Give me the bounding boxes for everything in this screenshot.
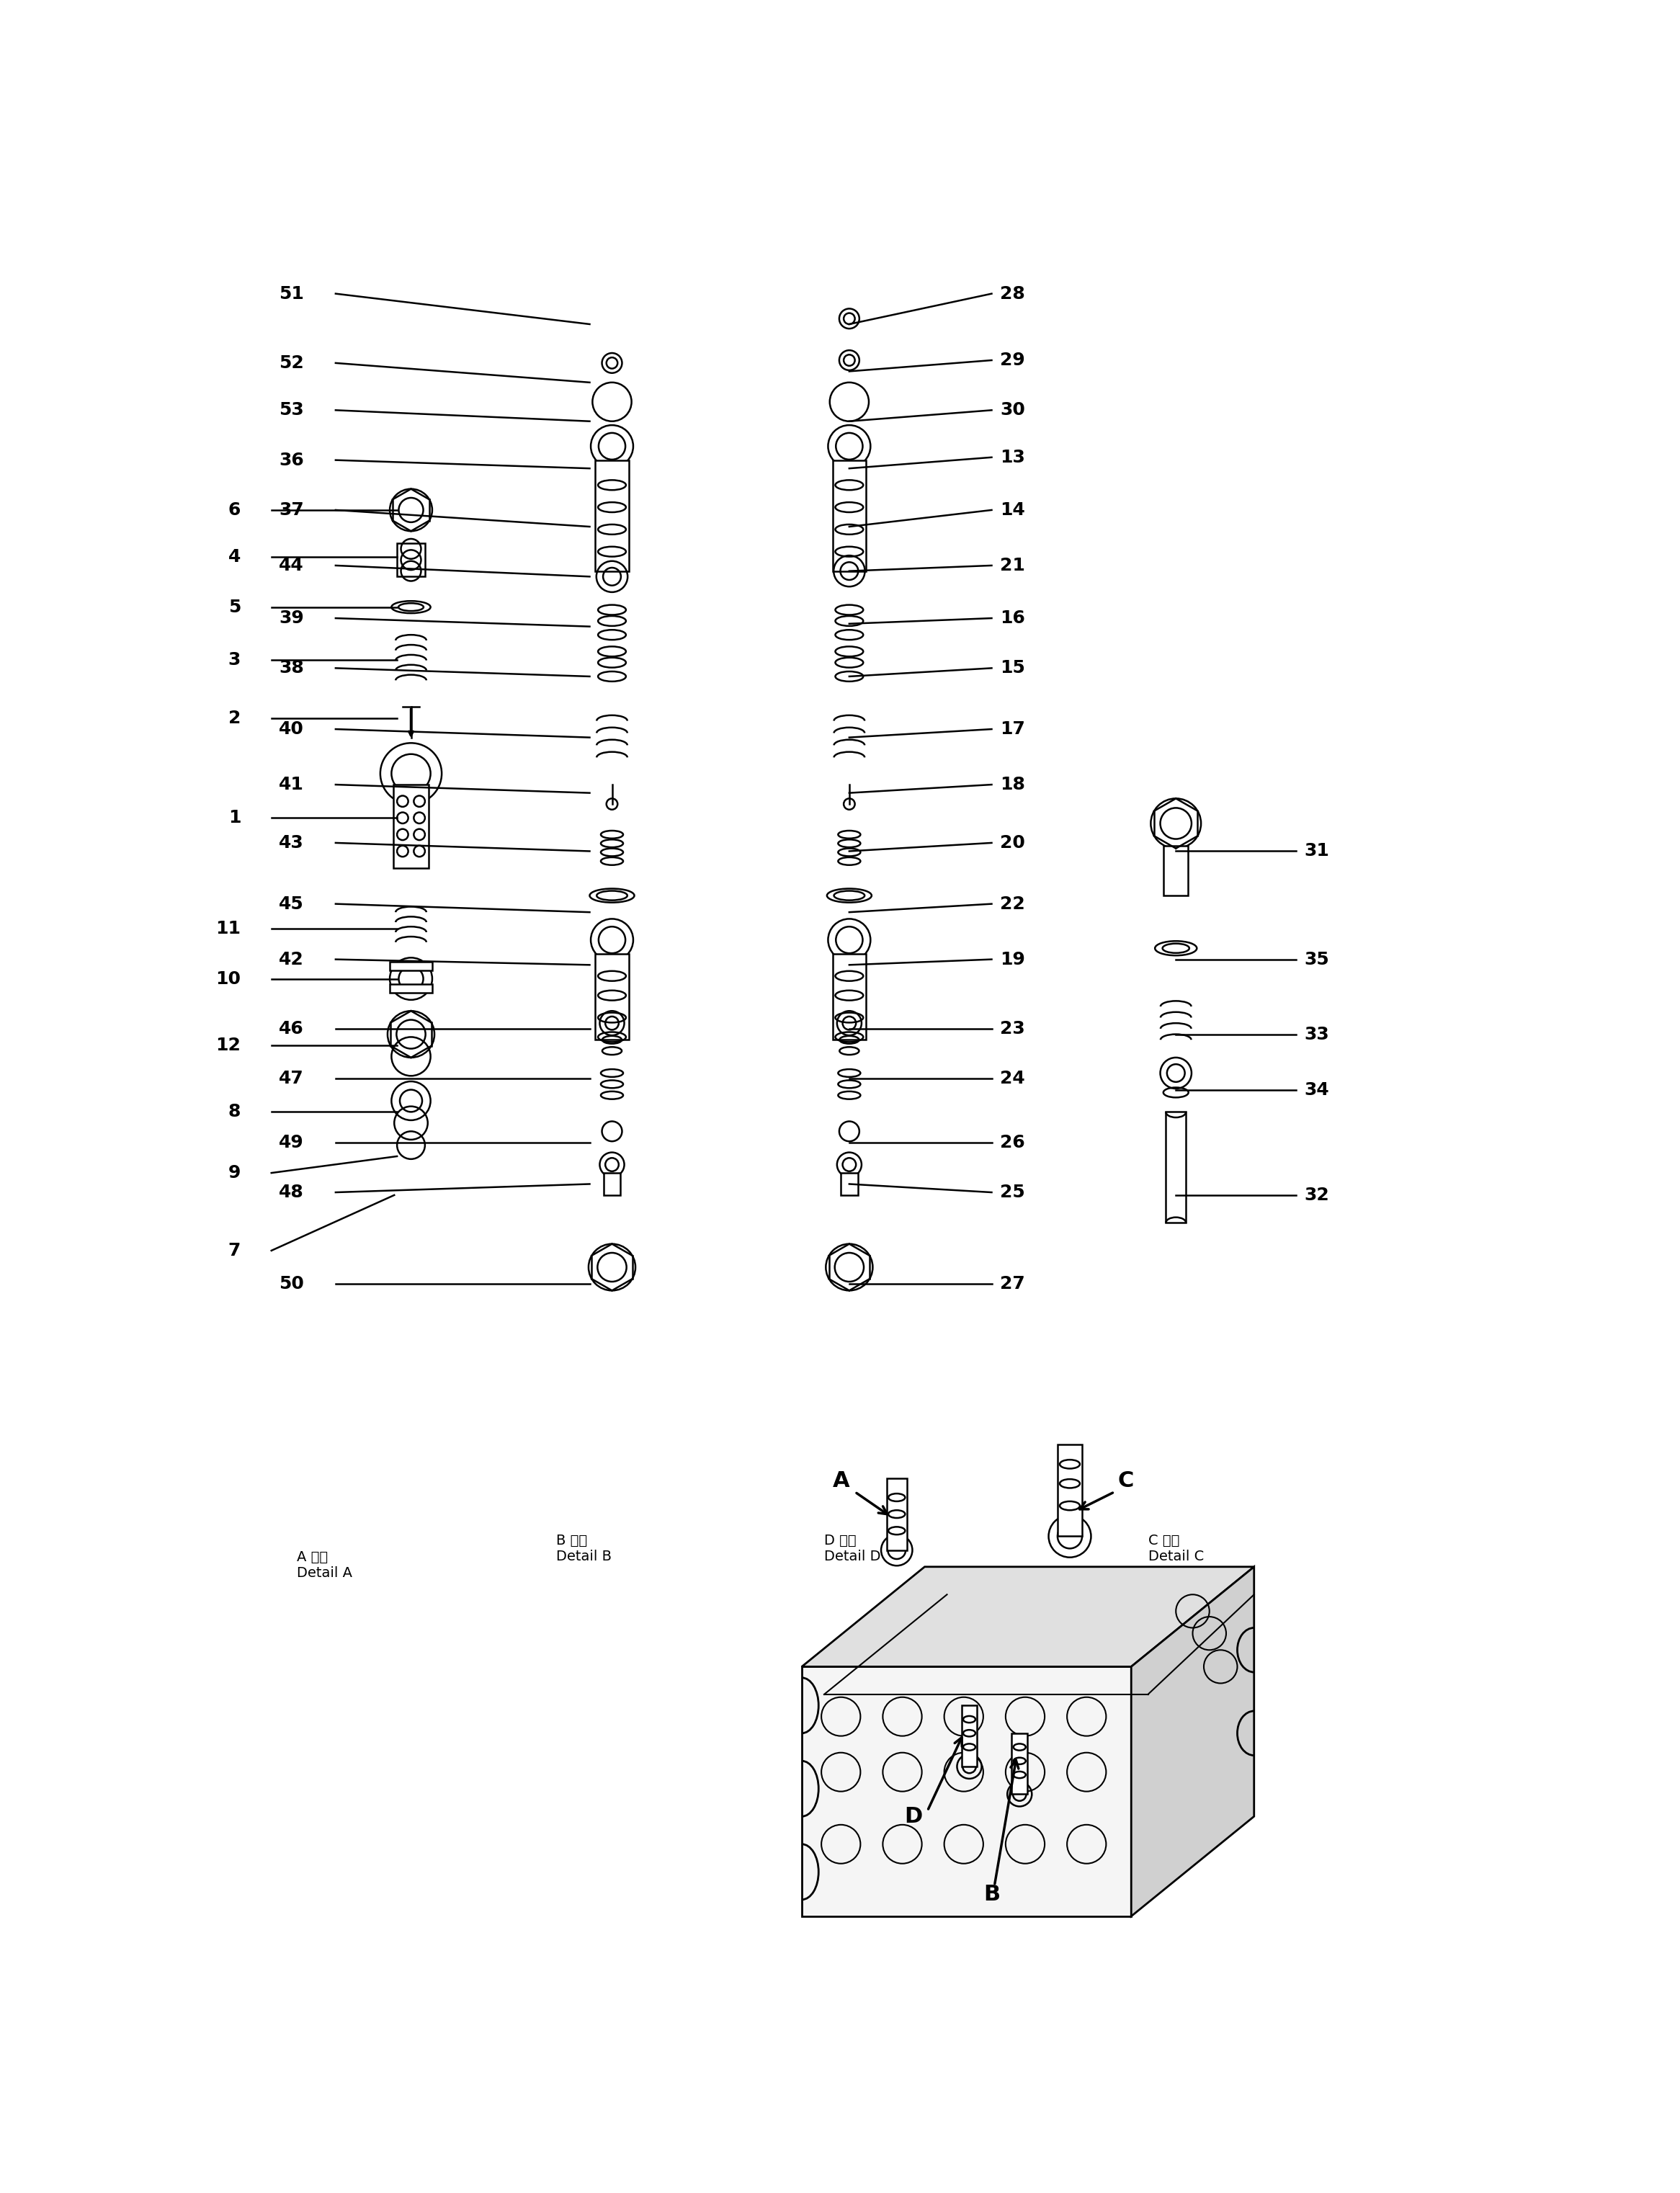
Text: 29: 29	[1000, 351, 1025, 368]
Bar	[842, 1173, 858, 1195]
Bar	[396, 544, 425, 577]
Text: 41: 41	[279, 776, 304, 794]
Text: 40: 40	[279, 721, 304, 737]
Text: 20: 20	[1000, 833, 1025, 851]
Bar	[961, 1706, 978, 1768]
Text: 49: 49	[279, 1134, 304, 1151]
Text: 31: 31	[1304, 842, 1329, 860]
Text: 51: 51	[279, 285, 304, 303]
Text: 10: 10	[215, 969, 240, 987]
Text: 5: 5	[228, 599, 240, 616]
Bar	[393, 785, 428, 868]
Text: 16: 16	[1000, 610, 1025, 627]
Text: 34: 34	[1304, 1081, 1329, 1099]
Text: A: A	[832, 1469, 850, 1491]
Bar	[603, 1173, 620, 1195]
Text: 37: 37	[279, 502, 304, 520]
Text: 46: 46	[279, 1020, 304, 1037]
Polygon shape	[801, 1667, 1131, 1917]
Text: 28: 28	[1000, 285, 1025, 303]
Text: 47: 47	[279, 1070, 304, 1088]
Text: 15: 15	[1000, 660, 1025, 678]
Text: 53: 53	[279, 401, 304, 419]
Text: 27: 27	[1000, 1274, 1025, 1292]
Text: 17: 17	[1000, 721, 1025, 737]
Circle shape	[591, 425, 633, 467]
Text: 38: 38	[279, 660, 304, 678]
Text: C 詳細
Detail C: C 詳細 Detail C	[1147, 1533, 1203, 1564]
Bar	[833, 954, 865, 1039]
Polygon shape	[801, 1566, 1253, 1667]
Bar	[1166, 1112, 1186, 1224]
Text: 25: 25	[1000, 1184, 1025, 1202]
Bar	[595, 461, 628, 570]
Text: 35: 35	[1304, 952, 1329, 967]
Circle shape	[828, 425, 870, 467]
Text: 8: 8	[228, 1103, 240, 1121]
Text: 24: 24	[1000, 1070, 1025, 1088]
Text: 22: 22	[1000, 895, 1025, 912]
Polygon shape	[1131, 1566, 1253, 1917]
Text: 9: 9	[228, 1164, 240, 1182]
Text: 11: 11	[215, 921, 240, 936]
Text: 50: 50	[279, 1274, 304, 1292]
Text: 14: 14	[1000, 502, 1025, 520]
Bar	[1164, 846, 1188, 895]
Text: 52: 52	[279, 355, 304, 371]
Circle shape	[591, 919, 633, 961]
Text: 18: 18	[1000, 776, 1025, 794]
Text: A 詳細
Detail A: A 詳細 Detail A	[297, 1550, 353, 1579]
Text: 7: 7	[228, 1241, 240, 1259]
Text: 21: 21	[1000, 557, 1025, 575]
Bar	[390, 963, 432, 971]
Text: B: B	[983, 1884, 1000, 1904]
Text: 1: 1	[228, 809, 240, 827]
Text: 3: 3	[228, 651, 240, 669]
Text: 13: 13	[1000, 450, 1025, 465]
Text: 4: 4	[228, 548, 240, 566]
Circle shape	[390, 489, 432, 531]
Bar	[833, 461, 865, 570]
Text: 32: 32	[1304, 1186, 1329, 1204]
Bar	[595, 954, 628, 1039]
Bar	[1057, 1445, 1082, 1537]
Circle shape	[828, 919, 870, 961]
Text: 26: 26	[1000, 1134, 1025, 1151]
Text: 42: 42	[279, 952, 304, 967]
Text: 23: 23	[1000, 1020, 1025, 1037]
Text: 12: 12	[215, 1037, 240, 1055]
Text: 2: 2	[228, 708, 240, 726]
Text: 33: 33	[1304, 1026, 1329, 1044]
Text: 30: 30	[1000, 401, 1025, 419]
Text: 36: 36	[279, 452, 304, 469]
Text: C: C	[1117, 1469, 1134, 1491]
Text: 44: 44	[279, 557, 304, 575]
Text: 19: 19	[1000, 952, 1025, 967]
Text: 39: 39	[279, 610, 304, 627]
Text: D 詳細
Detail D: D 詳細 Detail D	[825, 1533, 880, 1564]
Bar	[1011, 1732, 1028, 1794]
Text: B 詳細
Detail B: B 詳細 Detail B	[556, 1533, 612, 1564]
Text: 48: 48	[279, 1184, 304, 1202]
Circle shape	[380, 743, 442, 805]
Text: D: D	[904, 1807, 922, 1827]
Bar	[887, 1478, 907, 1550]
Text: 6: 6	[228, 502, 240, 520]
Text: 45: 45	[279, 895, 304, 912]
Text: 43: 43	[279, 833, 304, 851]
Bar	[390, 985, 432, 993]
